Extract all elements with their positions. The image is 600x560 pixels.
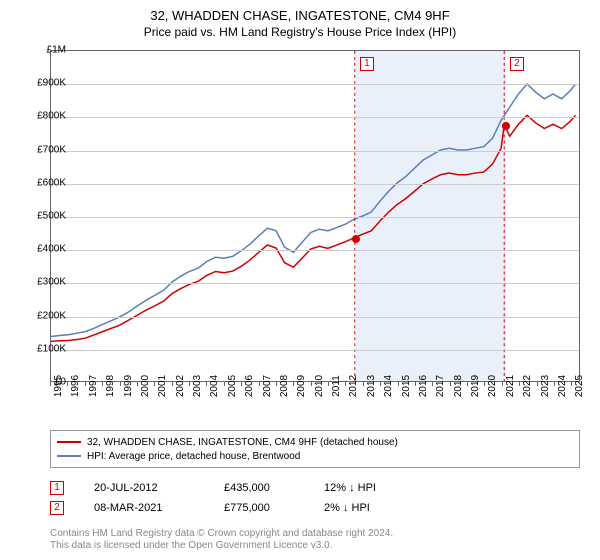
legend-item-hpi: HPI: Average price, detached house, Bren…	[57, 449, 573, 463]
legend-label-hpi: HPI: Average price, detached house, Bren…	[87, 451, 300, 462]
datapoint-pct-2: 2% ↓ HPI	[324, 502, 384, 514]
footer-attribution: Contains HM Land Registry data © Crown c…	[50, 528, 580, 552]
footer-line-2: This data is licensed under the Open Gov…	[50, 540, 580, 552]
datapoint-row-1: 1 20-JUL-2012 £435,000 12% ↓ HPI	[50, 478, 580, 498]
chart-subtitle: Price paid vs. HM Land Registry's House …	[0, 23, 600, 39]
chart-plot-area: 12	[50, 50, 580, 382]
chart-container: 32, WHADDEN CHASE, INGATESTONE, CM4 9HF …	[0, 0, 600, 560]
down-arrow-icon: ↓	[349, 482, 355, 494]
footer-line-1: Contains HM Land Registry data © Crown c…	[50, 528, 580, 540]
datapoint-price-1: £435,000	[224, 482, 324, 494]
legend-label-property: 32, WHADDEN CHASE, INGATESTONE, CM4 9HF …	[87, 437, 398, 448]
chart-title: 32, WHADDEN CHASE, INGATESTONE, CM4 9HF	[0, 0, 600, 23]
datapoint-marker-2: 2	[50, 501, 64, 515]
datapoint-date-2: 08-MAR-2021	[94, 502, 224, 514]
chart-lines-svg	[51, 51, 579, 381]
datapoint-price-2: £775,000	[224, 502, 324, 514]
legend-swatch-property	[57, 441, 81, 443]
datapoint-pct-1: 12% ↓ HPI	[324, 482, 384, 494]
datapoint-marker-1: 1	[50, 481, 64, 495]
legend-item-property: 32, WHADDEN CHASE, INGATESTONE, CM4 9HF …	[57, 435, 573, 449]
datapoint-date-1: 20-JUL-2012	[94, 482, 224, 494]
legend-swatch-hpi	[57, 455, 81, 457]
datapoint-table: 1 20-JUL-2012 £435,000 12% ↓ HPI 2 08-MA…	[50, 478, 580, 518]
datapoint-row-2: 2 08-MAR-2021 £775,000 2% ↓ HPI	[50, 498, 580, 518]
chart-legend: 32, WHADDEN CHASE, INGATESTONE, CM4 9HF …	[50, 430, 580, 468]
down-arrow-icon: ↓	[343, 502, 349, 514]
